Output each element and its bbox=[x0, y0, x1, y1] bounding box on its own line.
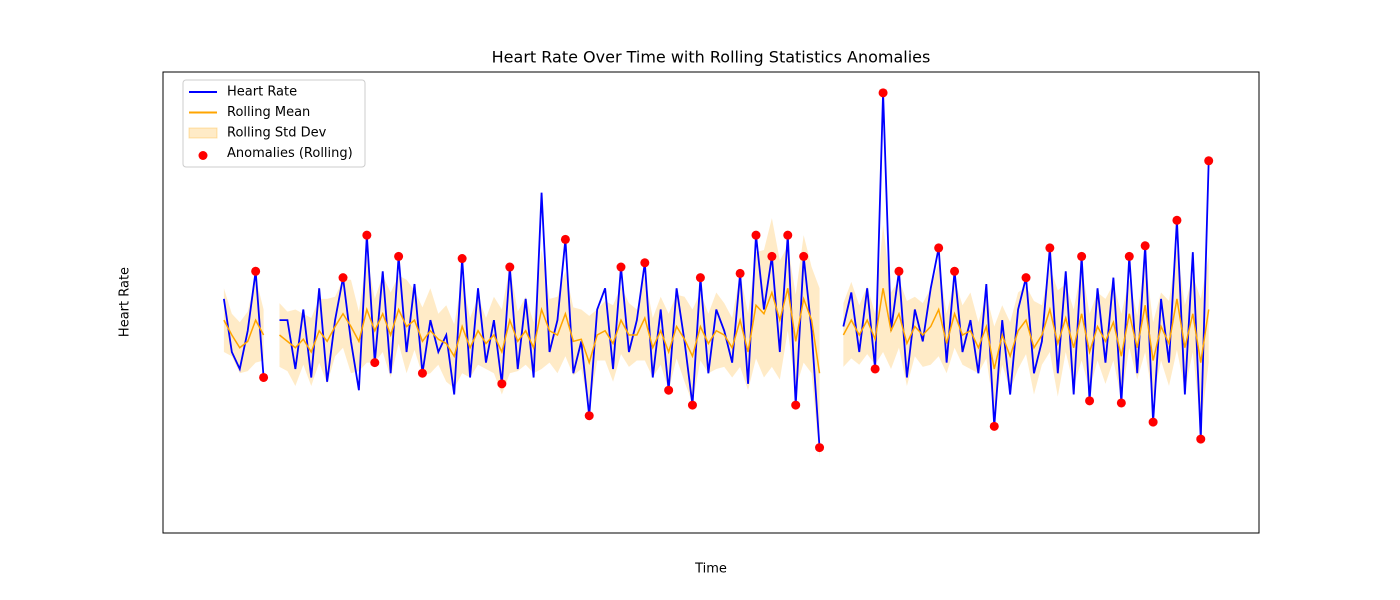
std-band bbox=[223, 277, 264, 374]
series-line bbox=[279, 288, 821, 374]
anomaly-point bbox=[695, 273, 705, 283]
series-line bbox=[279, 192, 821, 448]
series-line bbox=[842, 288, 1210, 370]
anomaly-point bbox=[815, 443, 825, 453]
y-axis-label: Heart Rate bbox=[118, 267, 133, 337]
legend-box bbox=[182, 79, 366, 168]
anomaly-point bbox=[616, 262, 626, 272]
axes-frame bbox=[162, 71, 1260, 534]
anomaly-point bbox=[417, 368, 427, 378]
legend-label: Heart Rate bbox=[227, 85, 297, 100]
anomaly-point bbox=[394, 251, 404, 261]
anomaly-point bbox=[791, 400, 801, 410]
legend-label: Anomalies (Rolling) bbox=[227, 146, 353, 161]
anomaly-point bbox=[664, 385, 674, 395]
anomaly-point bbox=[950, 266, 960, 276]
anomaly-point bbox=[640, 258, 650, 268]
anomaly-point bbox=[1124, 251, 1134, 261]
chart-title: Heart Rate Over Time with Rolling Statis… bbox=[492, 48, 931, 67]
anomaly-point bbox=[1172, 215, 1182, 225]
anomaly-point bbox=[1140, 241, 1150, 251]
anomaly-point bbox=[1204, 156, 1214, 166]
anomaly-point bbox=[584, 411, 594, 421]
anomaly-point bbox=[251, 266, 261, 276]
anomaly-point bbox=[1196, 434, 1206, 444]
anomaly-point bbox=[362, 230, 372, 240]
anomaly-point bbox=[1021, 273, 1031, 283]
anomaly-point bbox=[799, 251, 809, 261]
anomaly-point bbox=[767, 251, 777, 261]
anomaly-point bbox=[751, 230, 761, 240]
series-line bbox=[223, 318, 265, 349]
anomaly-point bbox=[497, 379, 507, 389]
anomaly-point bbox=[687, 400, 697, 410]
anomaly-point bbox=[735, 268, 745, 278]
anomaly-point bbox=[259, 372, 269, 382]
anomaly-point bbox=[1085, 396, 1095, 406]
anomaly-point bbox=[989, 421, 999, 431]
std-band bbox=[843, 224, 1209, 427]
legend-label: Rolling Mean bbox=[227, 105, 310, 120]
anomaly-point bbox=[457, 254, 467, 264]
legend-label: Rolling Std Dev bbox=[227, 126, 327, 141]
series-line bbox=[222, 271, 265, 378]
legend: Heart Rate Rolling Mean Rolling Std Dev Ano… bbox=[182, 79, 366, 168]
anomaly-point bbox=[338, 273, 348, 283]
anomaly-point bbox=[560, 234, 570, 244]
anomaly-point bbox=[878, 88, 888, 98]
anomaly-point bbox=[505, 262, 515, 272]
anomaly-point bbox=[870, 364, 880, 374]
anomaly-point bbox=[370, 358, 380, 368]
x-axis-label: Time bbox=[694, 562, 727, 577]
anomaly-point bbox=[934, 243, 944, 253]
anomaly-point bbox=[1148, 417, 1158, 427]
anomaly-point bbox=[1077, 251, 1087, 261]
anomaly-point bbox=[1045, 243, 1055, 253]
anomaly-point bbox=[894, 266, 904, 276]
legend-swatch bbox=[198, 151, 208, 160]
anomaly-point bbox=[1116, 398, 1126, 408]
legend-swatch bbox=[188, 127, 218, 139]
anomaly-point bbox=[783, 230, 793, 240]
plot-area: 02550751001251501752002022-01-012022-01-… bbox=[222, 88, 1214, 459]
